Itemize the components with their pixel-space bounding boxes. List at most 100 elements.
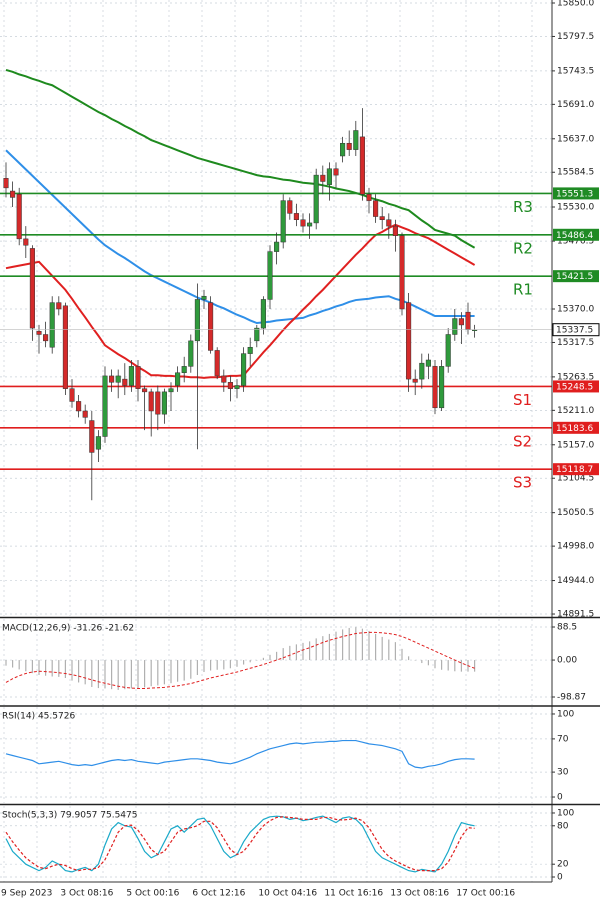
macd-bar [137, 660, 139, 689]
macd-bar [381, 636, 383, 661]
macd-bar [434, 660, 436, 669]
indicator-line [5, 68, 476, 249]
candle-body [406, 302, 412, 380]
candle-body [161, 391, 167, 415]
macd-bar [269, 654, 271, 661]
y-tick-label: 20 [557, 860, 569, 870]
candle-body [346, 142, 352, 150]
macd-bar [368, 630, 370, 661]
y-tick-label: 15317.5 [557, 338, 594, 348]
level-tag-label: 15183.6 [556, 424, 593, 434]
panel-title: Stoch(5,3,3) 79.9057 75.5475 [2, 811, 137, 821]
candle-body [260, 299, 266, 329]
macd-bar [229, 660, 231, 669]
macd-bar [447, 660, 449, 671]
y-tick-label: 100 [557, 808, 574, 818]
macd-bar [427, 660, 429, 666]
level-tag-label: 15248.5 [556, 382, 593, 392]
macd-bar [25, 660, 27, 672]
panel-title: MACD(12,26,9) -31.26 -21.62 [2, 624, 134, 634]
macd-bar [388, 639, 390, 661]
candle-body [254, 327, 260, 342]
candle-body [3, 178, 9, 189]
panel-title: RSI(14) 45.5726 [2, 712, 75, 722]
macd-bar [355, 627, 357, 661]
candle-body [122, 378, 128, 386]
macd-bar [117, 660, 119, 690]
level-tag [553, 421, 599, 434]
candle-body [56, 302, 62, 310]
macd-bar [394, 642, 396, 661]
macd-bar [150, 660, 152, 687]
macd-bar [84, 660, 86, 685]
candle-body [214, 350, 220, 377]
y-tick-label: 0.00 [557, 656, 577, 666]
candle-body [115, 375, 121, 383]
macd-bar [157, 660, 159, 686]
x-tick-label: 13 Oct 08:16 [390, 889, 449, 899]
candle-body [241, 353, 247, 386]
macd-bar [223, 660, 225, 670]
macd-bar [295, 644, 297, 661]
macd-bar [163, 660, 165, 685]
y-tick-label: 100 [557, 709, 574, 719]
candle-body [425, 359, 431, 367]
macd-bar [51, 660, 53, 677]
candle-body [293, 213, 299, 220]
macd-bar [315, 638, 317, 661]
y-tick-label: 30 [557, 768, 569, 778]
candle-body [89, 420, 95, 453]
indicator-line [5, 739, 475, 769]
candle-body [386, 219, 392, 227]
level-name: R3 [513, 198, 533, 216]
macd-bar [216, 660, 218, 670]
level-tag-label: 15486.4 [556, 231, 593, 241]
y-tick-label: 0 [557, 793, 563, 803]
macd-bar [276, 651, 278, 661]
y-tick-label: 80 [557, 821, 569, 831]
macd-bar [460, 660, 462, 672]
candle-body [128, 366, 134, 386]
macd-bar [12, 660, 14, 668]
y-tick-label: 88.5 [557, 622, 577, 632]
last-price-label: 15337.5 [556, 326, 593, 336]
macd-bar [144, 660, 146, 688]
macd-bar [104, 660, 106, 689]
macd-bar [421, 660, 423, 664]
candle-body [432, 366, 438, 409]
candle-body [399, 235, 405, 310]
candle-body [465, 311, 471, 330]
macd-bar [262, 657, 264, 661]
x-tick-label: 9 Sep 2023 [1, 889, 52, 899]
macd-bar [130, 660, 132, 689]
level-tag-label: 15421.5 [556, 272, 593, 282]
macd-bar [124, 660, 126, 690]
level-tag-label: 15551.3 [556, 189, 593, 199]
candle-body [247, 346, 253, 354]
macd-bar [441, 660, 443, 670]
candle-body [194, 299, 200, 342]
level-name: R2 [513, 239, 533, 257]
macd-bar [236, 660, 238, 667]
y-tick-label: 70 [557, 734, 569, 744]
y-tick-label: 15584.5 [557, 168, 594, 178]
macd-bar [243, 660, 245, 665]
candle-body [412, 378, 418, 383]
y-tick-label: 0 [557, 873, 563, 883]
candle-body [208, 302, 214, 351]
y-tick-label: 15530.0 [557, 202, 594, 212]
macd-bar [5, 660, 7, 666]
indicator-line [5, 149, 475, 325]
candle-body [320, 174, 326, 182]
y-tick-label: 15211.0 [557, 406, 594, 416]
candle-body [109, 375, 115, 383]
candle-body [148, 391, 154, 412]
macd-bar [71, 660, 73, 681]
candle-body [188, 340, 194, 367]
candle-body [359, 136, 365, 195]
candle-body [300, 219, 306, 227]
candle-body [366, 193, 372, 201]
macd-bar [203, 660, 205, 673]
candle-body [16, 193, 22, 240]
